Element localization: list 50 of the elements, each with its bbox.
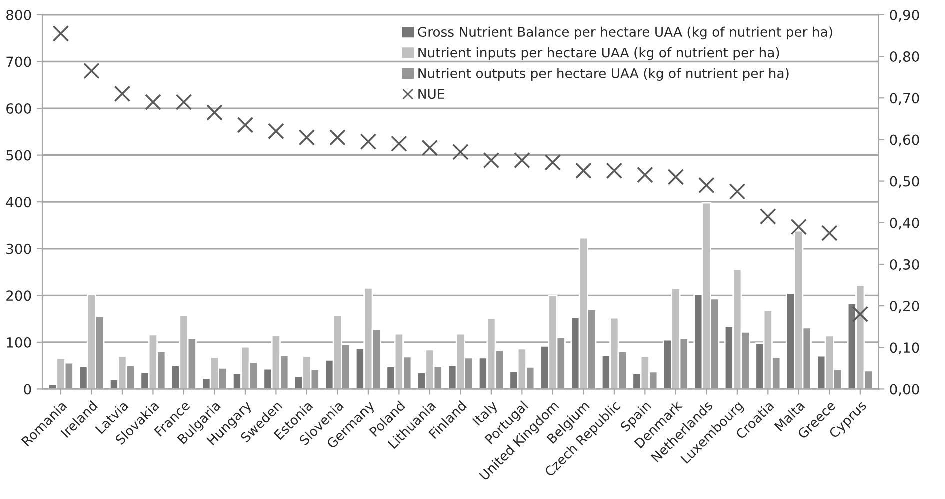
y-tick-label: 0	[24, 384, 32, 395]
y-tick-label: 100	[7, 337, 32, 348]
legend-label: NUE	[418, 89, 444, 100]
point	[821, 225, 838, 242]
point	[84, 62, 100, 80]
point	[422, 140, 438, 156]
legend-label: Nutrient inputs per hectare UAA (kg of nutrient per ha)	[418, 48, 780, 60]
point	[606, 162, 623, 180]
y-tick-label: 600	[6, 104, 32, 114]
legend-label: Nutrient outputs per hectare UAA (kg of nutrient per ha)	[418, 68, 789, 81]
y2-tick-label: 0,90	[890, 10, 920, 22]
y2-tick-label: 0,00	[890, 384, 920, 396]
y2-tick-label: 0,50	[890, 176, 920, 188]
point	[514, 152, 530, 169]
y2-tick-label: 0,30	[890, 259, 920, 272]
legend-label: Gross Nutrient Balance per hectare UAA (kg of nutrient per ha)	[418, 26, 832, 40]
point	[206, 104, 223, 121]
y-tick-label: 700	[6, 56, 32, 68]
point	[544, 154, 562, 171]
y-tick-label: 500	[6, 150, 32, 161]
y2-tick-label: 0,20	[890, 301, 920, 313]
point	[452, 144, 469, 160]
point	[330, 129, 346, 146]
point	[145, 94, 162, 110]
point	[360, 134, 377, 150]
point	[483, 152, 500, 169]
y-tick-label: 400	[6, 197, 32, 208]
point	[268, 123, 284, 140]
point	[176, 94, 192, 110]
y2-tick-label: 0,80	[890, 52, 920, 64]
point	[852, 306, 869, 323]
y2-tick-label: 0,10	[890, 342, 920, 355]
point	[729, 184, 746, 200]
point	[636, 166, 654, 184]
point	[298, 129, 316, 146]
y-tick-label: 200	[6, 290, 32, 302]
point	[391, 136, 408, 152]
point	[668, 168, 684, 186]
y2-tick-label: 0,60	[890, 134, 920, 147]
point	[790, 218, 808, 236]
y2-tick-label: 0,70	[890, 93, 920, 106]
point	[698, 177, 715, 194]
point	[114, 86, 131, 102]
point	[237, 116, 254, 134]
point	[52, 25, 70, 42]
y-tick-label: 300	[6, 244, 32, 254]
y-tick-label: 800	[6, 10, 32, 20]
point	[575, 162, 592, 180]
y2-tick-label: 0,40	[890, 218, 920, 230]
point	[760, 208, 776, 225]
